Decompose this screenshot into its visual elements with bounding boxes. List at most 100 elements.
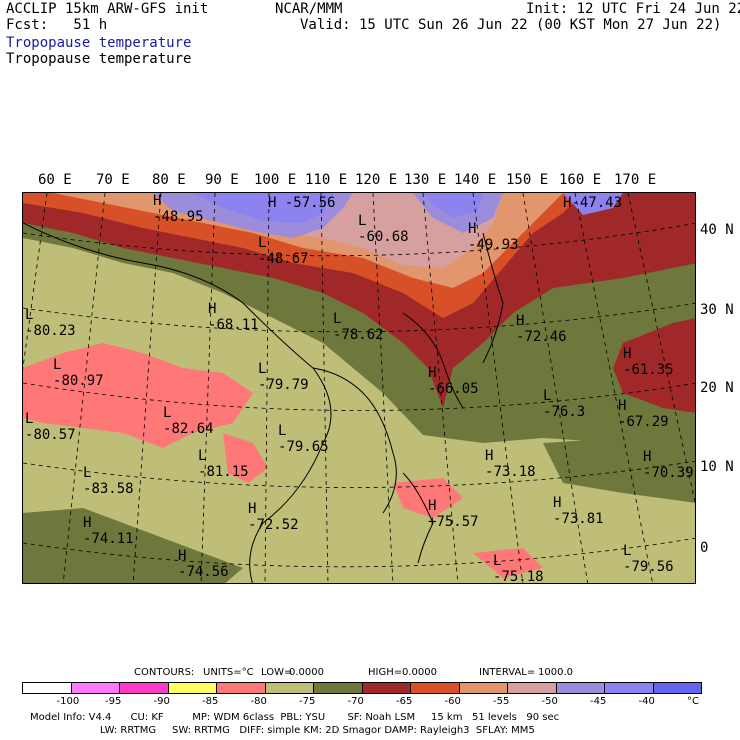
- map-label: H -49.93: [468, 221, 519, 253]
- lat-lon-grid: [23, 193, 695, 583]
- map-label: H -73.81: [553, 495, 604, 527]
- legend-swatch: [458, 682, 508, 694]
- legend-swatch: [313, 682, 363, 694]
- legend-swatch: [652, 682, 702, 694]
- lat-label-equator: 0: [700, 540, 709, 556]
- legend-swatch: [604, 682, 654, 694]
- shade-olive-pacific: [543, 433, 695, 503]
- map-label: H -72.46: [516, 313, 567, 345]
- map-label: L -60.68: [358, 213, 409, 245]
- legend-tick-label: -50: [541, 696, 558, 707]
- legend-tick-label: °C: [687, 696, 699, 707]
- header-forecast-hour: Fcst: 51 h: [6, 17, 108, 33]
- legend-swatch: [119, 682, 169, 694]
- map-label: L -80.23: [25, 307, 76, 339]
- shade-salmon-india: [23, 343, 253, 448]
- legend-swatch: [507, 682, 557, 694]
- header-valid-time: Valid: 15 UTC Sun 26 Jun 22 (00 KST Mon …: [300, 17, 722, 33]
- map-label: H -66.05: [428, 365, 479, 397]
- contours-interval-label: INTERVAL=: [479, 667, 536, 678]
- lon-label-130e: 130 E: [404, 172, 447, 188]
- map-label: H -68.11: [208, 301, 259, 333]
- map-label: H -67.29: [618, 398, 669, 430]
- lon-label-140e: 140 E: [454, 172, 497, 188]
- lat-label-20n: 20 N: [700, 380, 734, 396]
- legend-swatch: [167, 682, 217, 694]
- legend-swatch: [410, 682, 460, 694]
- lon-label-170e: 170 E: [614, 172, 657, 188]
- map-svg: [23, 193, 695, 583]
- contours-label: CONTOURS:: [134, 667, 195, 678]
- map-label: L -78.62: [333, 311, 384, 343]
- field-title-contour: Tropopause temperature: [6, 51, 192, 67]
- legend-tick-label: -40: [638, 696, 655, 707]
- legend-swatch: [555, 682, 605, 694]
- lon-label-100e: 100 E: [254, 172, 297, 188]
- map-label: L -76.3: [543, 388, 586, 420]
- lon-label-150e: 150 E: [506, 172, 549, 188]
- map-label: H -72.52: [248, 501, 299, 533]
- map-label: H +75.57: [428, 498, 479, 530]
- map-label: L -83.58: [83, 465, 134, 497]
- map-label: H -57.56: [268, 195, 336, 211]
- map-label: H -74.11: [83, 515, 134, 547]
- map-label: L -82.64: [163, 405, 214, 437]
- lat-label-30n: 30 N: [700, 302, 734, 318]
- footer-physics-info: LW: RRTMG SW: RRTMG DIFF: simple KM: 2D …: [30, 725, 535, 736]
- shade-darkred: [23, 193, 695, 408]
- lon-label-60e: 60 E: [38, 172, 72, 188]
- map-label: H -61.35: [623, 346, 674, 378]
- tropopause-temperature-map: H -48.95 H -57.56 L -60.68 H-47.43 L -48.67…: [22, 192, 696, 584]
- header-model-name: ACCLIP 15km ARW-GFS init: [6, 1, 209, 17]
- field-title-shaded: Tropopause temperature: [6, 35, 192, 51]
- legend-tick-label: -85: [202, 696, 219, 707]
- lat-label-40n: 40 N: [700, 222, 734, 238]
- map-label: H -74.56: [178, 548, 229, 580]
- map-label: L -80.97: [53, 357, 104, 389]
- legend-tick-label: -65: [396, 696, 413, 707]
- lon-label-90e: 90 E: [205, 172, 239, 188]
- shade-olive-seasia: [23, 508, 243, 583]
- contours-high-label: HIGH=: [368, 667, 403, 678]
- header-center-name: NCAR/MMM: [275, 1, 343, 17]
- legend-tick-label: -60: [444, 696, 461, 707]
- contours-high-value: 0.0000: [402, 667, 437, 678]
- lon-label-80e: 80 E: [152, 172, 186, 188]
- footer-model-info: Model Info: V4.4 CU: KF MP: WDM 6class P…: [30, 712, 560, 723]
- map-label: L -81.15: [198, 448, 249, 480]
- map-label: L -75.18: [493, 553, 544, 584]
- lon-label-160e: 160 E: [559, 172, 602, 188]
- lon-label-70e: 70 E: [96, 172, 130, 188]
- lat-label-10n: 10 N: [700, 459, 734, 475]
- map-label: H-47.43: [563, 195, 623, 211]
- lon-label-120e: 120 E: [355, 172, 398, 188]
- legend-tick-label: -80: [250, 696, 267, 707]
- legend-tick-label: -100: [56, 696, 80, 707]
- legend-tick-label: -75: [299, 696, 316, 707]
- map-label: L -79.56: [623, 543, 674, 575]
- map-label: L -80.57: [25, 411, 76, 443]
- map-label: H -73.18: [485, 448, 536, 480]
- map-label: L -79.65: [278, 423, 329, 455]
- contours-interval-value: 1000.0: [538, 667, 573, 678]
- legend-tick-label: -95: [105, 696, 122, 707]
- map-label: L -79.79: [258, 361, 309, 393]
- shade-salmon-indochina: [223, 433, 543, 578]
- shade-darkred-pacific: [613, 318, 695, 413]
- contours-units: UNITS=°C: [203, 667, 254, 678]
- contours-low-value: 0.0000: [289, 667, 324, 678]
- map-label: L -48.67: [258, 235, 309, 267]
- legend-tick-label: -90: [153, 696, 170, 707]
- coastlines: [23, 222, 504, 583]
- legend-swatch: [264, 682, 314, 694]
- map-label: H -48.95: [153, 193, 204, 225]
- lon-label-110e: 110 E: [305, 172, 348, 188]
- contours-low-label: LOW=: [261, 667, 293, 678]
- legend-tick-label: -45: [590, 696, 607, 707]
- legend-swatch: [216, 682, 266, 694]
- map-label: H -70.39: [643, 449, 694, 481]
- legend-swatch: [70, 682, 120, 694]
- legend-tick-label: -70: [347, 696, 364, 707]
- legend-swatch: [361, 682, 411, 694]
- legend-swatch: [22, 682, 72, 694]
